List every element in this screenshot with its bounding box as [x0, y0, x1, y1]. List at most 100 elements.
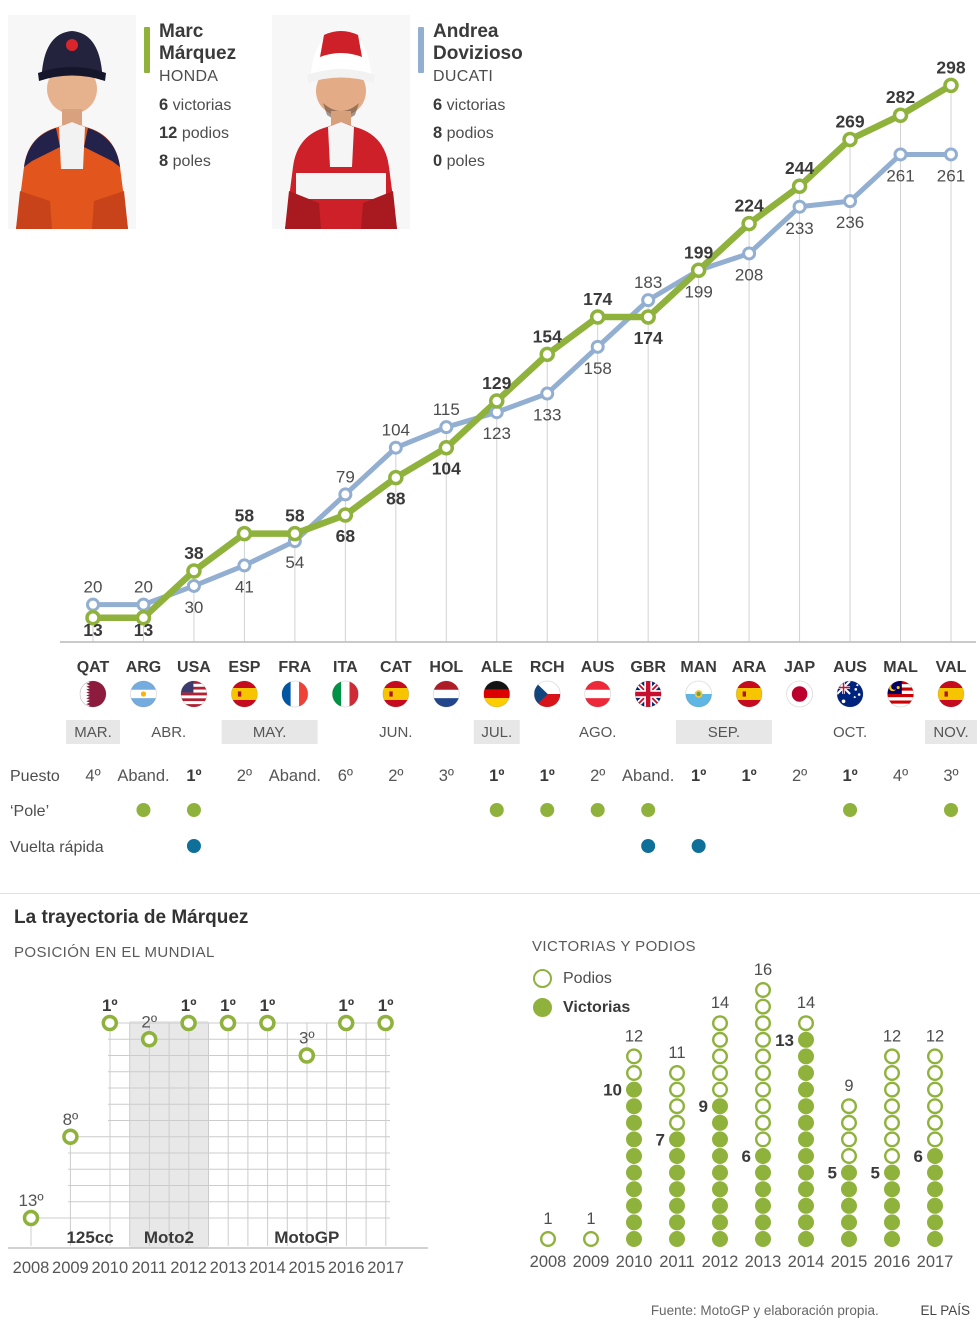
svg-text:MAN: MAN [680, 659, 716, 676]
svg-text:MAY.: MAY. [253, 724, 287, 741]
svg-text:208: 208 [735, 265, 763, 284]
svg-text:154: 154 [533, 326, 562, 346]
svg-text:13: 13 [134, 620, 154, 640]
svg-text:5: 5 [871, 1164, 880, 1183]
svg-text:1º: 1º [260, 996, 276, 1015]
svg-text:USA: USA [177, 659, 211, 676]
legend-item-podios: Podios [533, 969, 630, 988]
svg-text:199: 199 [684, 242, 713, 262]
stat-poles: 8 poles [159, 152, 211, 170]
svg-text:88: 88 [386, 489, 406, 509]
svg-text:2008: 2008 [530, 1253, 567, 1271]
svg-text:10: 10 [603, 1081, 622, 1100]
svg-text:41: 41 [235, 577, 254, 596]
svg-text:CAT: CAT [380, 659, 412, 676]
svg-text:54: 54 [285, 553, 304, 572]
svg-text:2009: 2009 [52, 1259, 89, 1277]
victorias-legend-icon [533, 998, 552, 1017]
svg-text:Moto2: Moto2 [144, 1228, 194, 1247]
svg-text:9: 9 [844, 1077, 853, 1095]
podios-legend-icon [533, 969, 552, 988]
svg-text:1º: 1º [102, 996, 118, 1015]
svg-text:3º: 3º [299, 1029, 315, 1048]
stat-poles: 0 poles [433, 152, 485, 170]
svg-text:183: 183 [634, 273, 662, 292]
stat-victorias: 6 victorias [159, 96, 232, 114]
svg-text:2009: 2009 [573, 1253, 610, 1271]
svg-text:FRA: FRA [278, 659, 311, 676]
svg-text:6: 6 [742, 1147, 751, 1166]
stat-podios: 12 podios [159, 124, 229, 142]
svg-text:2008: 2008 [13, 1259, 50, 1277]
svg-text:Aband.: Aband. [117, 767, 169, 785]
svg-text:RCH: RCH [530, 659, 565, 676]
svg-text:3º: 3º [439, 767, 454, 785]
svg-text:VAL: VAL [936, 659, 967, 676]
svg-text:2013: 2013 [210, 1259, 247, 1277]
svg-text:13º: 13º [18, 1191, 43, 1210]
svg-text:5: 5 [828, 1164, 837, 1183]
svg-text:3º: 3º [943, 767, 958, 785]
svg-text:Aband.: Aband. [269, 767, 321, 785]
legend-item-victorias: Victorias [533, 998, 630, 1017]
svg-text:2º: 2º [141, 1012, 157, 1031]
victories-title: VICTORIAS Y PODIOS [532, 938, 696, 955]
rider-photo-marquez [8, 15, 136, 229]
svg-text:4º: 4º [893, 767, 908, 785]
svg-text:12: 12 [883, 1027, 901, 1045]
rider-card-marquez: Marc Márquez HONDA 6 victorias 12 podios… [8, 15, 236, 229]
svg-text:AUS: AUS [581, 659, 615, 676]
svg-text:199: 199 [684, 282, 712, 301]
svg-text:9: 9 [699, 1097, 708, 1116]
svg-text:2º: 2º [590, 767, 605, 785]
svg-text:30: 30 [184, 598, 203, 617]
rider-card-dovizioso: Andrea Dovizioso DUCATI 6 victorias 8 po… [272, 15, 523, 229]
stat-victorias: 6 victorias [433, 96, 506, 114]
svg-text:MAL: MAL [883, 659, 918, 676]
svg-text:NOV.: NOV. [933, 724, 968, 741]
svg-text:2013: 2013 [745, 1253, 782, 1271]
svg-text:68: 68 [336, 526, 356, 546]
svg-text:2015: 2015 [831, 1253, 868, 1271]
svg-text:ABR.: ABR. [151, 724, 186, 741]
svg-text:79: 79 [336, 467, 355, 486]
svg-text:16: 16 [754, 961, 772, 979]
svg-text:1º: 1º [540, 767, 555, 785]
svg-text:115: 115 [433, 400, 460, 419]
svg-text:8º: 8º [63, 1110, 79, 1129]
svg-text:2014: 2014 [788, 1253, 825, 1271]
svg-text:1º: 1º [220, 996, 236, 1015]
rider-last-name: Márquez [159, 43, 237, 64]
svg-text:MotoGP: MotoGP [274, 1228, 339, 1247]
svg-text:4º: 4º [85, 767, 100, 785]
svg-text:JUL.: JUL. [481, 724, 512, 741]
svg-text:2014: 2014 [249, 1259, 286, 1277]
svg-text:244: 244 [785, 158, 814, 178]
svg-text:261: 261 [886, 166, 914, 185]
svg-text:1º: 1º [181, 996, 197, 1015]
svg-text:133: 133 [533, 406, 561, 425]
rider-first-name: Marc [159, 21, 204, 42]
svg-text:JAP: JAP [784, 659, 815, 676]
svg-text:ALE: ALE [481, 659, 513, 676]
svg-text:6º: 6º [338, 767, 353, 785]
svg-text:20: 20 [134, 578, 153, 597]
svg-text:2015: 2015 [288, 1259, 325, 1277]
svg-text:12: 12 [625, 1027, 643, 1045]
svg-text:104: 104 [432, 459, 461, 479]
svg-text:MAR.: MAR. [74, 724, 112, 741]
trajectory-subtitle: POSICIÓN EN EL MUNDIAL [14, 944, 215, 961]
svg-text:2016: 2016 [874, 1253, 911, 1271]
svg-text:14: 14 [711, 994, 729, 1012]
trajectory-title: La trayectoria de Márquez [14, 907, 249, 928]
rider-photo-dovizioso [272, 15, 410, 229]
svg-text:1º: 1º [186, 767, 201, 785]
svg-text:ARA: ARA [732, 659, 767, 676]
svg-text:2016: 2016 [328, 1259, 365, 1277]
svg-text:2012: 2012 [702, 1253, 739, 1271]
svg-text:GBR: GBR [630, 659, 666, 676]
svg-text:58: 58 [235, 506, 255, 526]
svg-text:2017: 2017 [367, 1259, 404, 1277]
svg-text:6: 6 [914, 1147, 923, 1166]
